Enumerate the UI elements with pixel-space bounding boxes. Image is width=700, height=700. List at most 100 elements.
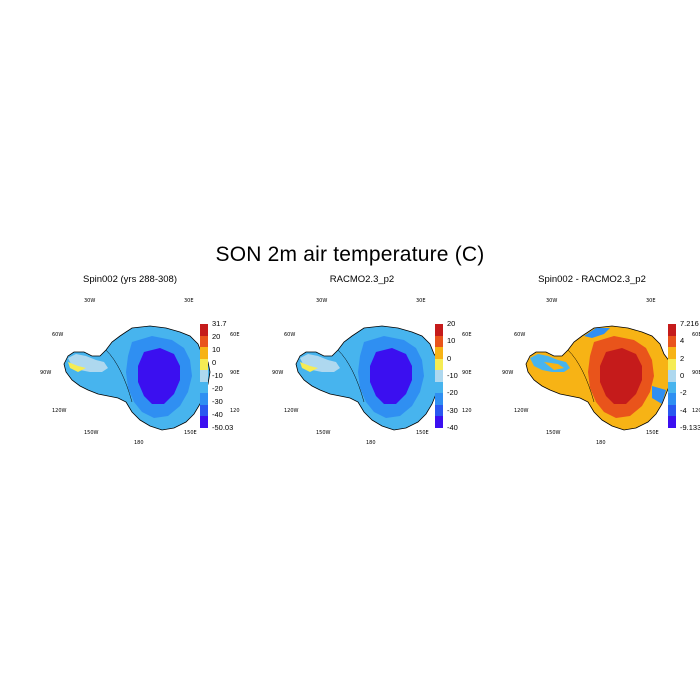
colorbar-swatch: [668, 381, 676, 394]
colorbar-swatch: [668, 358, 676, 371]
colorbar-swatch: [668, 347, 676, 360]
longitude-label: 60W: [284, 332, 295, 338]
colorbar-tick-label: 20: [447, 319, 456, 328]
interior-region: [370, 348, 412, 404]
map-panel-difference: Spin002 - RACMO2.3_p2 30W 30E 60W 60E 90W 90E…: [502, 274, 700, 446]
colorbar-swatch: [435, 324, 443, 337]
colorbar-swatch: [200, 404, 208, 417]
longitude-label: 60W: [514, 332, 525, 338]
longitude-label: 30W: [546, 298, 557, 304]
colorbar-tick-label: 10: [212, 345, 221, 354]
longitude-label: 150W: [84, 430, 99, 436]
colorbar-swatch: [668, 393, 676, 406]
longitude-label: 180: [134, 440, 144, 446]
map-panel-racmo: RACMO2.3_p2 30W 30E 60W 60E 90W 90E 120W 120E 15…: [272, 274, 492, 446]
colorbar-tick-label: 0: [212, 358, 217, 367]
colorbar-swatch: [668, 416, 676, 429]
longitude-label: 120W: [284, 408, 299, 414]
colorbar-tick-label: 10: [447, 336, 456, 346]
coastline: [295, 325, 443, 431]
colorbar: 31.7 20 10 0 -10 -20 -30 -40 -50.03: [200, 320, 233, 432]
colorbar-swatch: [668, 370, 676, 383]
colorbar-swatch: [435, 335, 443, 348]
longitude-label: 60E: [462, 332, 472, 338]
panel-title: Spin002 (yrs 288-308): [83, 274, 177, 285]
colorbar-tick-label: -4: [680, 405, 687, 415]
longitude-label: 150W: [316, 430, 331, 436]
longitude-label: 120W: [52, 408, 67, 414]
longitude-label: 150E: [646, 430, 659, 436]
colorbar-swatch: [435, 370, 443, 383]
antarctica-map: 30W 30E 60W 60E 90W 90E 120W 120E 150W 150E 180: [272, 298, 472, 446]
colorbar-swatch: [200, 347, 208, 360]
colorbar-tick-label: 0: [447, 353, 452, 363]
colorbar-tick-label: -10: [447, 371, 458, 380]
colorbar-tick-label: -40: [447, 423, 458, 432]
colorbar-swatch: [435, 347, 443, 360]
colorbar-tick-label: 0: [680, 371, 685, 380]
interior-region: [138, 348, 180, 404]
colorbar-tick-label: -9.133: [680, 423, 700, 432]
longitude-label: 150E: [416, 430, 429, 436]
colorbar-swatch: [200, 370, 208, 383]
grounding-line: [567, 349, 595, 403]
longitude-label: 120E: [462, 408, 472, 414]
colorbar-tick-label: -20: [447, 388, 458, 398]
colorbar-swatch: [200, 335, 208, 348]
longitude-label: 30E: [184, 298, 194, 304]
longitude-label: 180: [596, 440, 606, 446]
colorbar-swatch: [668, 404, 676, 417]
longitude-label: 30W: [84, 298, 95, 304]
panel-title: RACMO2.3_p2: [329, 274, 395, 285]
grounding-line: [105, 349, 133, 403]
colorbar-tick-label: -30: [212, 397, 223, 406]
interior-region: [600, 348, 642, 404]
colorbar-tick-label: -20: [212, 384, 223, 393]
longitude-label: 150W: [546, 430, 561, 436]
figure-title: SON 2m air temperature (C): [215, 243, 485, 266]
longitude-label: 30E: [416, 298, 426, 304]
colorbar-tick-label: 20: [212, 332, 221, 341]
map-panel-spin002: Spin002 (yrs 288-308) 30W 30E 60W 60E 90W 90E…: [40, 274, 260, 446]
colorbar-swatch: [435, 393, 443, 406]
longitude-label: 60E: [230, 332, 240, 338]
colorbar: 7.216 4 2 0 -2 -4 -9.133: [668, 320, 700, 432]
longitude-label: 30W: [316, 298, 327, 304]
longitude-label: 120E: [692, 408, 700, 414]
coastline: [63, 325, 211, 431]
longitude-label: 90E: [692, 370, 700, 376]
longitude-label: 30E: [646, 298, 656, 304]
colorbar-swatch: [668, 324, 676, 337]
colorbar-swatch: [668, 335, 676, 348]
panel-title: Spin002 - RACMO2.3_p2: [538, 274, 646, 285]
colorbar-tick-label: -30: [447, 405, 458, 415]
coastline: [525, 325, 673, 431]
colorbar-tick-label: -40: [212, 410, 223, 419]
colorbar-tick-label: 31.7: [212, 319, 227, 328]
grounding-line: [337, 349, 365, 403]
longitude-label: 90W: [502, 370, 513, 376]
colorbar-tick-label: 2: [680, 353, 685, 363]
colorbar-swatch: [200, 416, 208, 429]
longitude-label: 60W: [52, 332, 63, 338]
colorbar-tick-label: 4: [680, 336, 685, 346]
coastal-cold-region: [652, 386, 666, 404]
colorbar-swatch: [435, 381, 443, 394]
longitude-label: 150E: [184, 430, 197, 436]
colorbar-swatch: [435, 358, 443, 371]
longitude-label: 90E: [462, 370, 472, 376]
longitude-label: 180: [366, 440, 376, 446]
colorbar-swatch: [435, 416, 443, 429]
colorbar-tick-label: 7.216: [680, 319, 699, 328]
peninsula-warm-region: [544, 362, 564, 370]
colorbar: 20 10 0 -10 -20 -30 -40: [435, 320, 458, 432]
longitude-label: 90W: [40, 370, 51, 376]
colorbar-swatch: [200, 393, 208, 406]
colorbar-swatch: [200, 381, 208, 394]
peninsula-warm-region: [68, 362, 86, 372]
antarctica-map: 30W 30E 60W 60E 90W 90E 120W 120E 150W 150E 180: [502, 298, 700, 446]
longitude-label: 120E: [230, 408, 240, 414]
colorbar-tick-label: -10: [212, 371, 223, 380]
longitude-label: 90W: [272, 370, 283, 376]
longitude-label: 90E: [230, 370, 240, 376]
